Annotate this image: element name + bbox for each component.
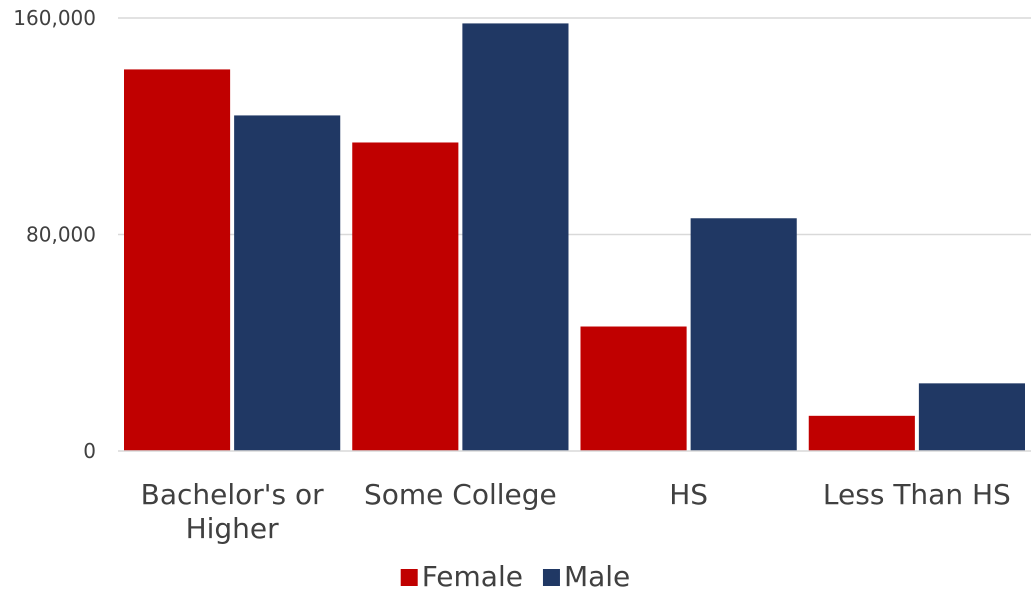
y-tick-label: 80,000 bbox=[26, 223, 96, 247]
bars bbox=[124, 23, 1025, 452]
legend-label: Female bbox=[422, 560, 523, 593]
x-category-label: HS bbox=[669, 478, 708, 511]
bar-male-1 bbox=[462, 23, 569, 451]
legend-label: Male bbox=[564, 560, 630, 593]
bar-female-0 bbox=[124, 69, 231, 451]
bar-female-2 bbox=[580, 326, 687, 451]
legend-swatch bbox=[400, 569, 418, 586]
x-category-label: Bachelor's or Higher bbox=[141, 478, 324, 545]
bar-male-3 bbox=[918, 383, 1025, 451]
x-category-label: Less Than HS bbox=[823, 478, 1011, 511]
bar-female-3 bbox=[808, 415, 915, 451]
legend-swatch bbox=[542, 569, 560, 586]
legend-item-female: Female bbox=[400, 560, 523, 593]
bar-female-1 bbox=[352, 142, 459, 452]
legend: Female Male bbox=[400, 560, 630, 593]
x-axis-categories: Bachelor's or Higher Some College HS Less Th… bbox=[141, 478, 1011, 545]
x-category-label: Some College bbox=[364, 478, 557, 511]
y-axis-ticks: 0 80,000 160,000 bbox=[13, 6, 96, 463]
bar-male-2 bbox=[690, 218, 797, 451]
legend-item-male: Male bbox=[542, 560, 630, 593]
y-tick-label: 160,000 bbox=[13, 6, 96, 30]
y-tick-label: 0 bbox=[83, 439, 96, 463]
bar-male-0 bbox=[234, 115, 341, 452]
